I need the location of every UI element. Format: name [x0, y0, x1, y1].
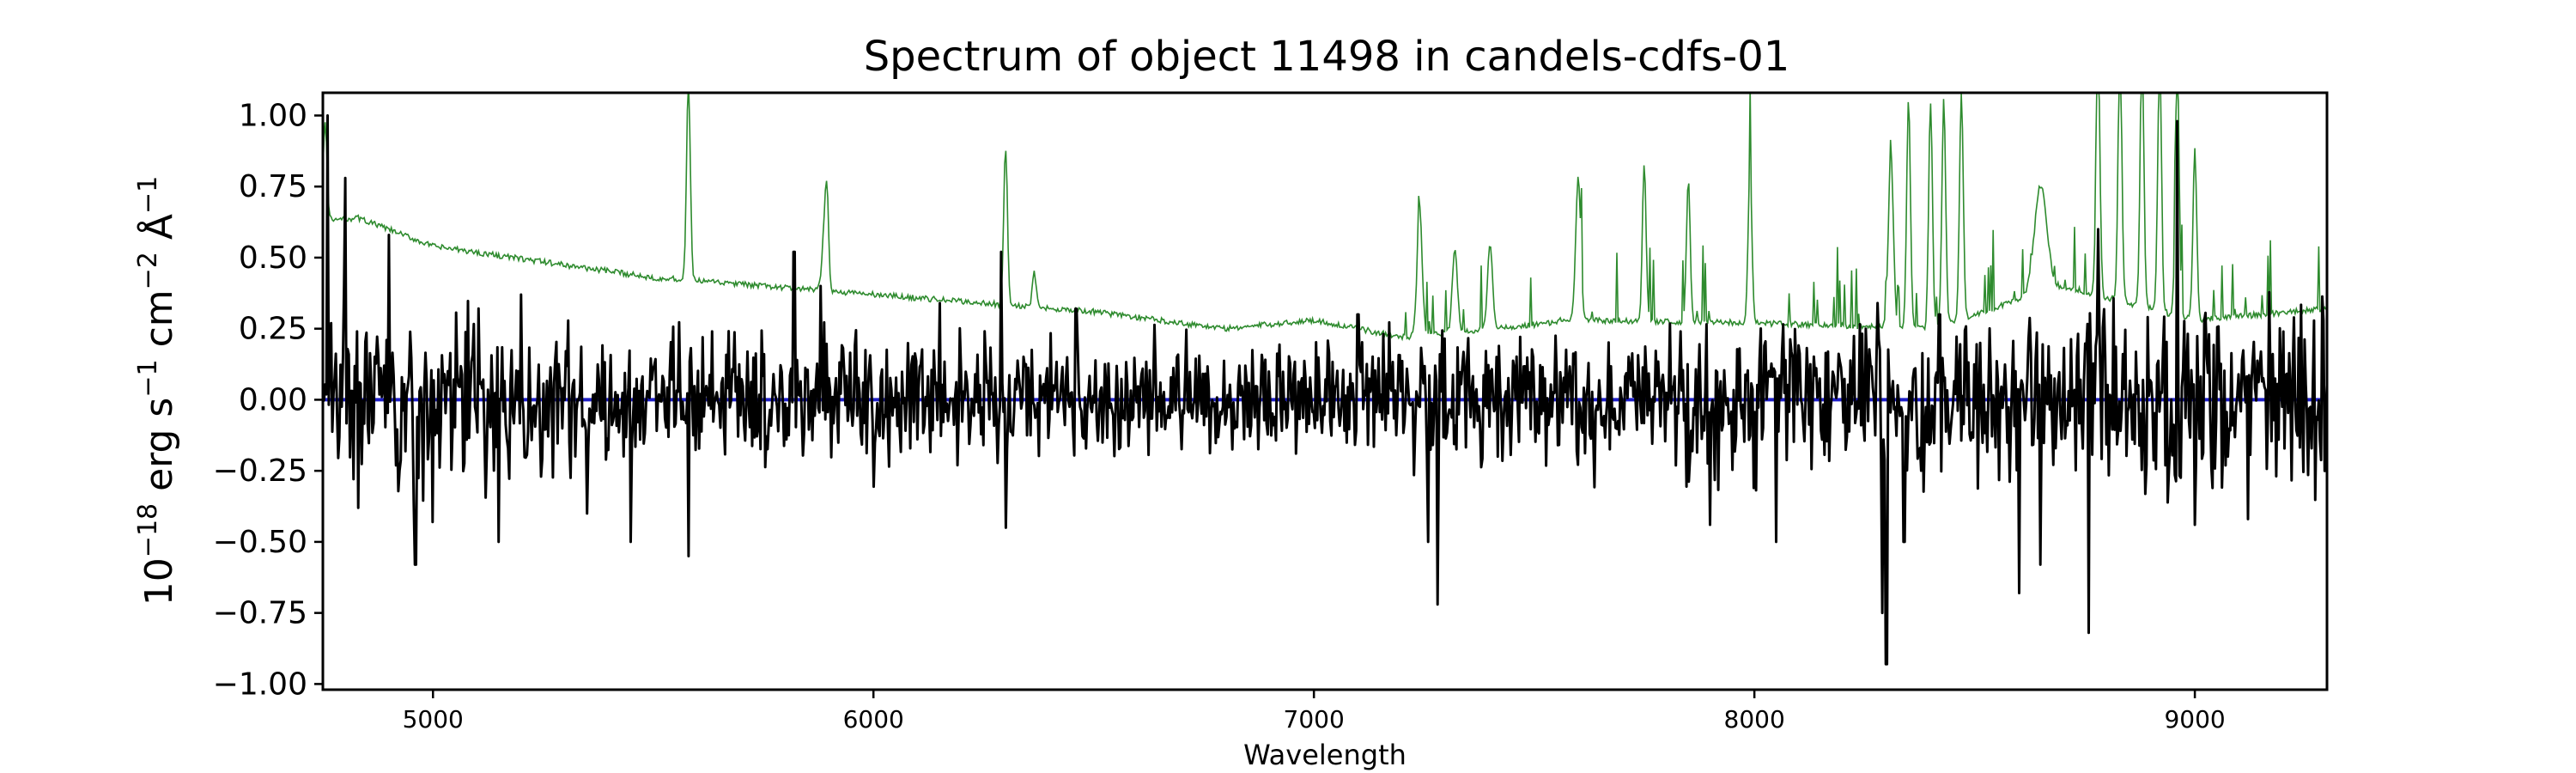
y-tick-label: −1.00: [213, 666, 307, 702]
axes-frame: [321, 91, 2329, 691]
chart-title: Spectrum of object 11498 in candels-cdfs…: [864, 33, 1790, 81]
y-axis-label-exp4: −1: [133, 176, 163, 214]
x-tick-label: 6000: [843, 705, 904, 733]
y-tick-label: −0.25: [213, 453, 307, 489]
y-tick-label: 0.50: [239, 240, 307, 276]
y-axis-label-unit3: Å: [136, 214, 181, 252]
x-tick-label: 7000: [1284, 705, 1345, 733]
x-tick-label: 8000: [1724, 705, 1785, 733]
error-spectrum-line: [323, 93, 2327, 342]
y-axis-label-exp3: −2: [133, 252, 163, 289]
y-axis-label-unit1: erg s: [137, 398, 181, 503]
y-tick-label: 1.00: [239, 98, 307, 133]
x-tick-label: 9000: [2164, 705, 2225, 733]
plot-area: [321, 91, 2329, 691]
x-axis: 5000 6000 7000 8000 9000: [403, 690, 2226, 733]
x-tick-label: 5000: [403, 705, 464, 733]
flux-line: [323, 114, 2327, 666]
y-axis-label-exp1: −18: [133, 503, 163, 557]
y-tick-label: 0.25: [239, 312, 307, 347]
y-axis-label-base: 10: [137, 557, 181, 606]
y-tick-label: −0.50: [213, 525, 307, 560]
y-axis-label-unit2: cm: [137, 289, 181, 359]
y-axis-label-exp2: −1: [133, 359, 163, 397]
x-axis-label: Wavelength: [1243, 739, 1406, 771]
series-group: [323, 93, 2327, 666]
y-tick-label: 0.75: [239, 169, 307, 204]
y-tick-label: 0.00: [239, 382, 307, 417]
y-axis-label: 10−18 erg s−1 cm−2 Å−1: [133, 176, 181, 606]
y-axis: −1.00 −0.75 −0.50 −0.25 0.00 0.25 0.50 0.75 1.00: [213, 98, 323, 702]
y-tick-label: −0.75: [213, 596, 307, 631]
